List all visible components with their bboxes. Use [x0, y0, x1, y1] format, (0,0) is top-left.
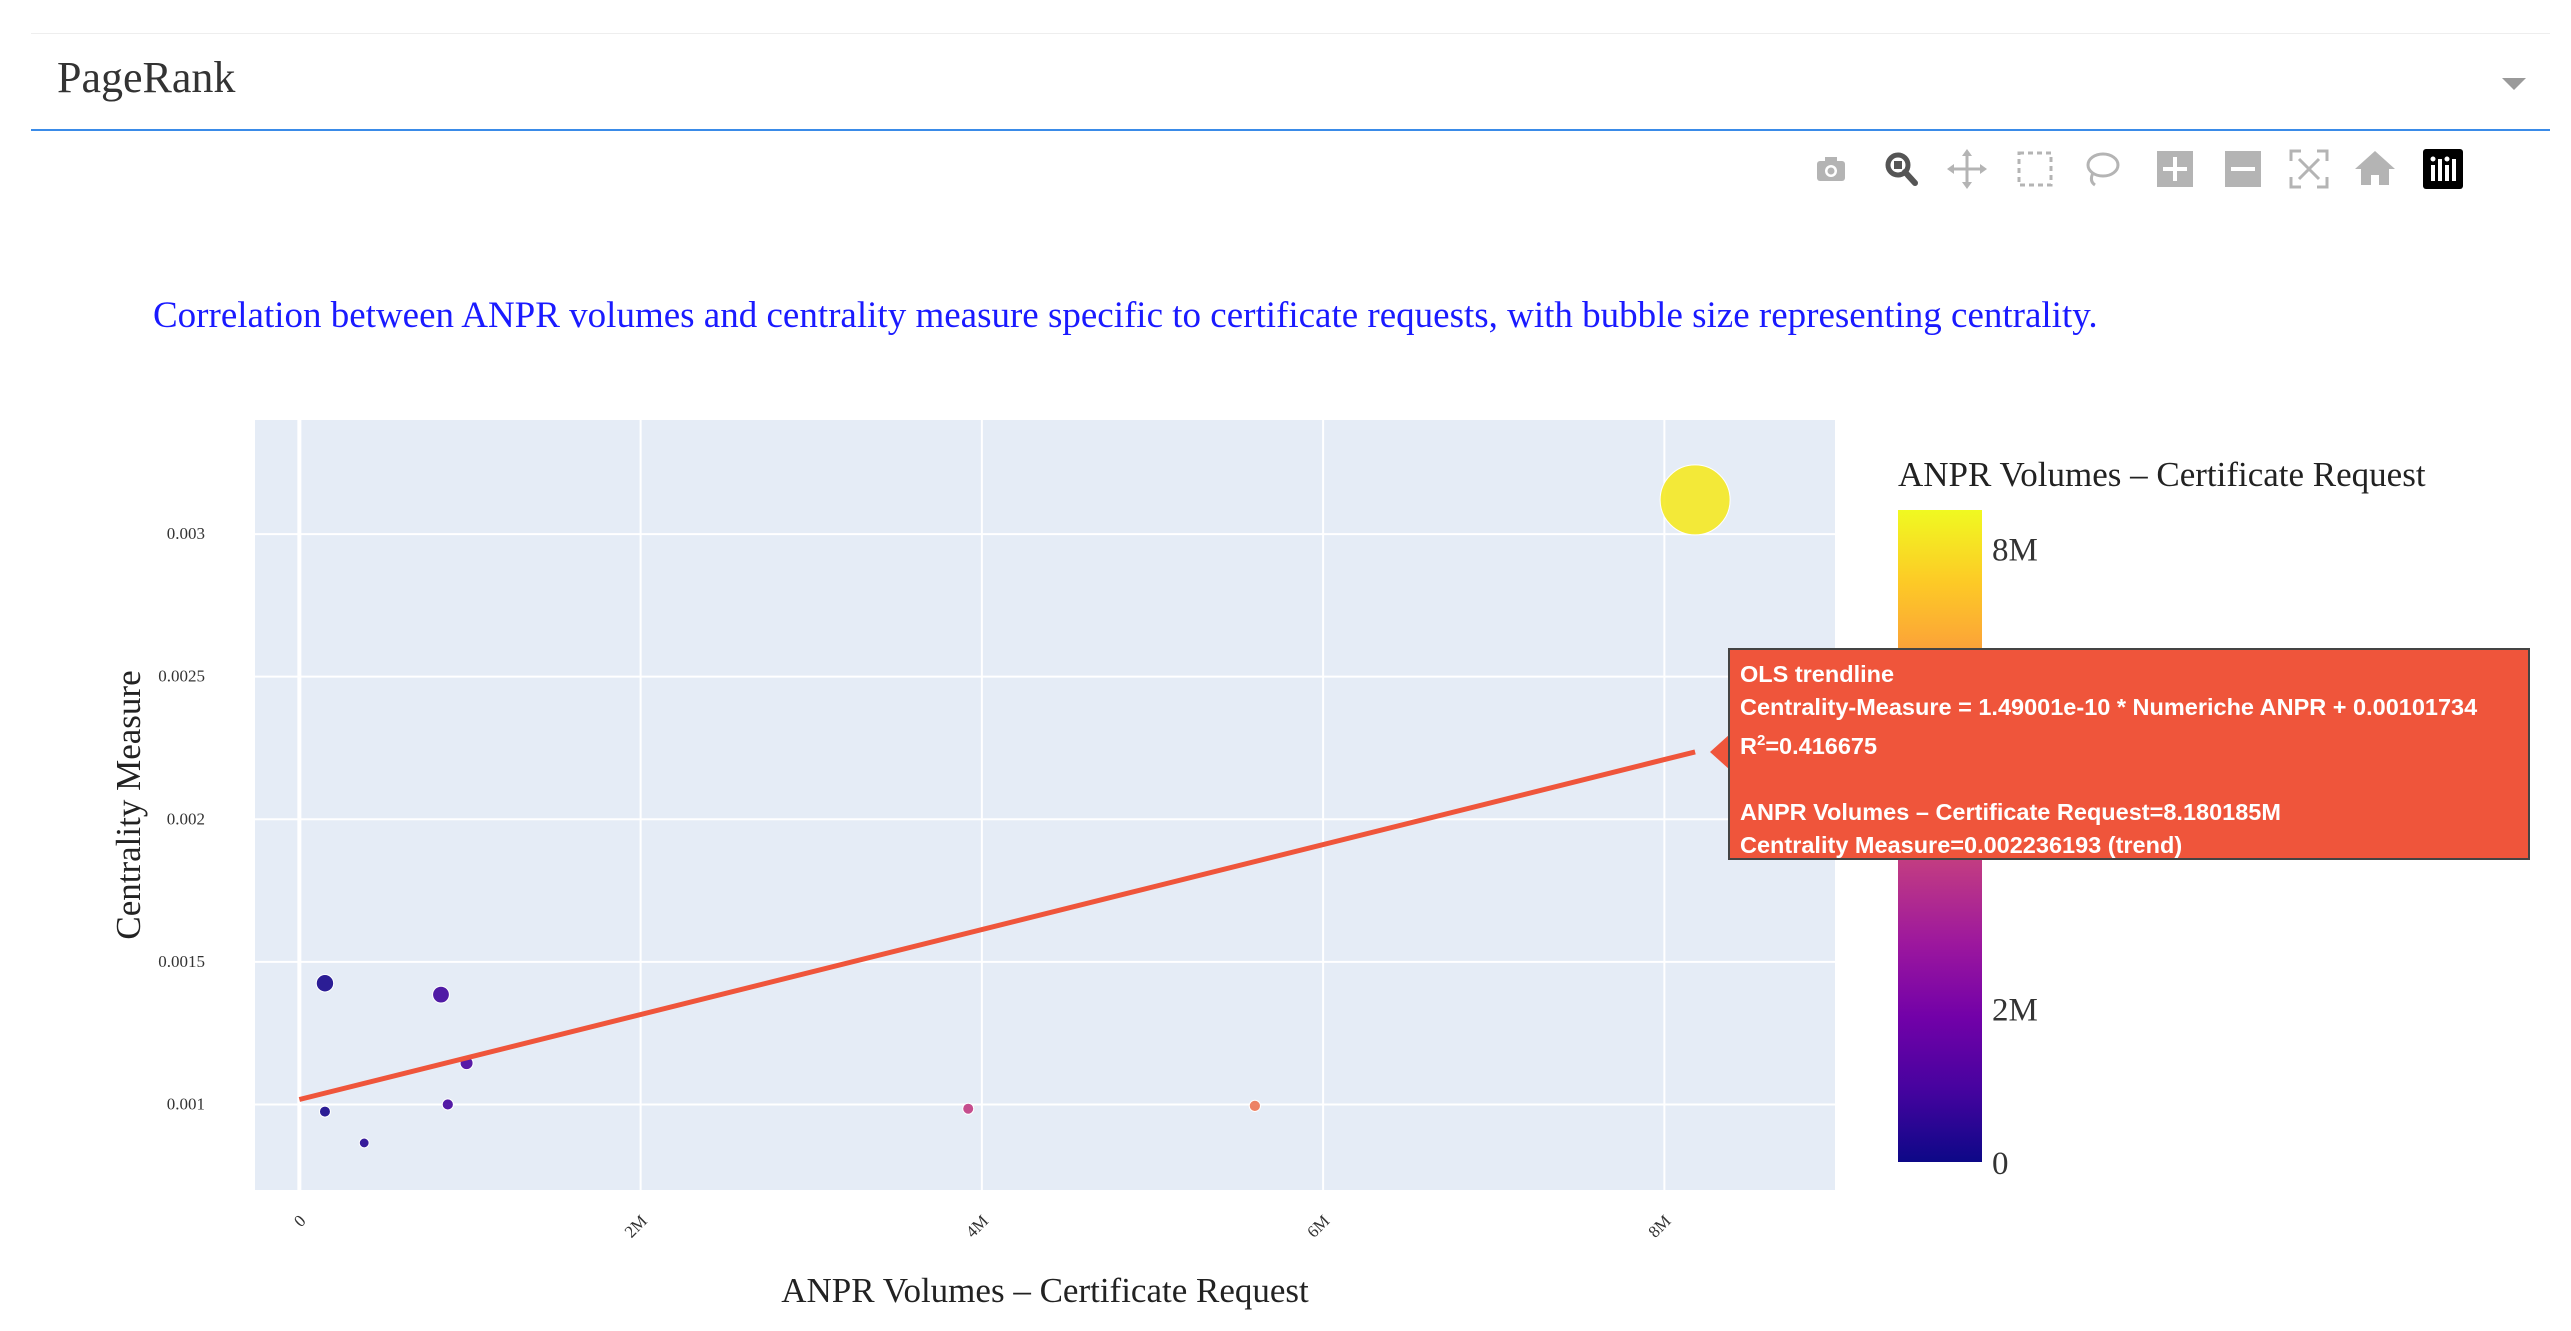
bubble-series [315, 464, 1731, 1149]
tooltip-r2: R2=0.416675 [1740, 732, 1878, 759]
plot-area[interactable] [255, 420, 1835, 1190]
colorbar-tick-label: 2M [1992, 993, 2038, 1029]
bubble-point[interactable] [962, 1102, 975, 1115]
metric-dropdown[interactable]: PageRank [31, 33, 2550, 131]
y-tick-label: 0.0025 [158, 667, 205, 686]
chart-subtitle: Correlation between ANPR volumes and cen… [153, 295, 2098, 336]
bubble-point[interactable] [1248, 1099, 1261, 1112]
box-select-icon[interactable] [2009, 143, 2061, 195]
y-tick-label: 0.002 [167, 809, 205, 828]
y-tick-labels: 0.001 0.0015 0.002 0.0025 0.003 [158, 524, 205, 1113]
y-tick-label: 0.0015 [158, 952, 205, 971]
x-tick-label: 0 [290, 1211, 309, 1230]
x-axis-label: ANPR Volumes – Certificate Request [781, 1271, 1309, 1310]
lasso-select-icon[interactable] [2075, 143, 2127, 195]
x-tick-labels: 0 2M 4M 6M 8M [290, 1211, 1674, 1241]
autoscale-icon[interactable] [2283, 143, 2335, 195]
bubble-point[interactable] [1659, 464, 1731, 536]
reset-axes-icon[interactable] [2349, 143, 2401, 195]
x-tick-label: 4M [962, 1211, 992, 1241]
colorbar-tick-label: 8M [1992, 532, 2038, 568]
zoom-out-icon[interactable] [2217, 143, 2269, 195]
zoom-in-icon[interactable] [2149, 143, 2201, 195]
x-tick-label: 6M [1303, 1211, 1333, 1241]
plotly-logo-icon[interactable] [2417, 143, 2469, 195]
hover-tooltip: OLS trendline Centrality-Measure = 1.490… [1728, 648, 2530, 860]
dropdown-selected-value: PageRank [57, 53, 236, 102]
tooltip-title: OLS trendline [1740, 661, 1895, 687]
chevron-down-icon[interactable] [2502, 78, 2526, 90]
bubble-point[interactable] [441, 1098, 454, 1111]
colorbar-tick-labels: 0 2M 8M [1992, 532, 2038, 1182]
colorbar-title: ANPR Volumes – Certificate Request [1898, 455, 2426, 494]
x-tick-label: 2M [621, 1211, 651, 1241]
colorbar-tick-label: 0 [1992, 1146, 2009, 1182]
grid-lines [255, 420, 1835, 1190]
ols-trendline[interactable] [298, 749, 1696, 1102]
zoom-icon[interactable] [1875, 143, 1927, 195]
tooltip-equation: Centrality-Measure = 1.49001e-10 * Numer… [1740, 694, 2478, 720]
tooltip-pointer [1710, 734, 1730, 770]
tooltip-y-value: Centrality Measure=0.002236193 (trend) [1740, 831, 2183, 858]
x-tick-label: 8M [1644, 1211, 1674, 1241]
pan-icon[interactable] [1941, 143, 1993, 195]
y-axis-label: Centrality Measure [109, 670, 148, 939]
bubble-point[interactable] [358, 1137, 370, 1149]
bubble-point[interactable] [318, 1105, 331, 1118]
bubble-point[interactable] [315, 974, 335, 993]
y-tick-label: 0.003 [167, 524, 205, 543]
bubble-point[interactable] [432, 985, 450, 1004]
tooltip-x-value: ANPR Volumes – Certificate Request=8.180… [1740, 798, 2281, 825]
camera-icon[interactable] [1805, 143, 1857, 195]
y-tick-label: 0.001 [167, 1094, 205, 1113]
